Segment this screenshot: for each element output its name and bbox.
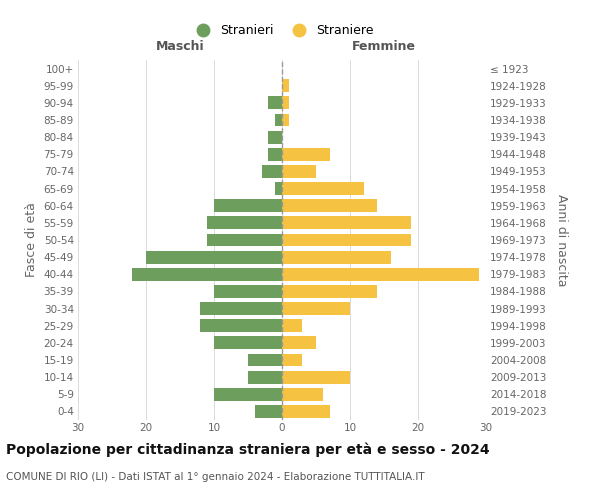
Bar — [282, 336, 316, 349]
Bar — [282, 80, 289, 92]
Bar — [282, 320, 302, 332]
Text: COMUNE DI RIO (LI) - Dati ISTAT al 1° gennaio 2024 - Elaborazione TUTTITALIA.IT: COMUNE DI RIO (LI) - Dati ISTAT al 1° ge… — [6, 472, 425, 482]
Bar — [282, 200, 377, 212]
Bar — [282, 148, 329, 160]
Bar — [282, 216, 411, 230]
Bar — [248, 354, 282, 366]
Bar — [282, 96, 289, 110]
Bar — [282, 285, 377, 298]
Bar — [282, 405, 329, 418]
Bar — [214, 285, 282, 298]
Text: Popolazione per cittadinanza straniera per età e sesso - 2024: Popolazione per cittadinanza straniera p… — [6, 442, 490, 457]
Bar — [282, 234, 411, 246]
Y-axis label: Anni di nascita: Anni di nascita — [555, 194, 568, 286]
Bar — [282, 165, 316, 178]
Bar — [282, 268, 479, 280]
Legend: Stranieri, Straniere: Stranieri, Straniere — [185, 20, 379, 42]
Bar — [282, 302, 350, 315]
Bar — [282, 370, 350, 384]
Bar — [214, 388, 282, 400]
Text: Femmine: Femmine — [352, 40, 416, 53]
Bar — [200, 302, 282, 315]
Bar — [282, 250, 391, 264]
Bar — [248, 370, 282, 384]
Bar — [146, 250, 282, 264]
Bar — [262, 165, 282, 178]
Bar — [207, 216, 282, 230]
Y-axis label: Fasce di età: Fasce di età — [25, 202, 38, 278]
Bar — [214, 336, 282, 349]
Text: Maschi: Maschi — [155, 40, 205, 53]
Bar — [282, 182, 364, 195]
Bar — [282, 388, 323, 400]
Bar — [282, 114, 289, 126]
Bar — [282, 354, 302, 366]
Bar — [255, 405, 282, 418]
Bar — [133, 268, 282, 280]
Bar — [207, 234, 282, 246]
Bar — [268, 96, 282, 110]
Bar — [200, 320, 282, 332]
Bar — [275, 114, 282, 126]
Bar — [268, 130, 282, 143]
Bar — [268, 148, 282, 160]
Bar — [214, 200, 282, 212]
Bar — [275, 182, 282, 195]
